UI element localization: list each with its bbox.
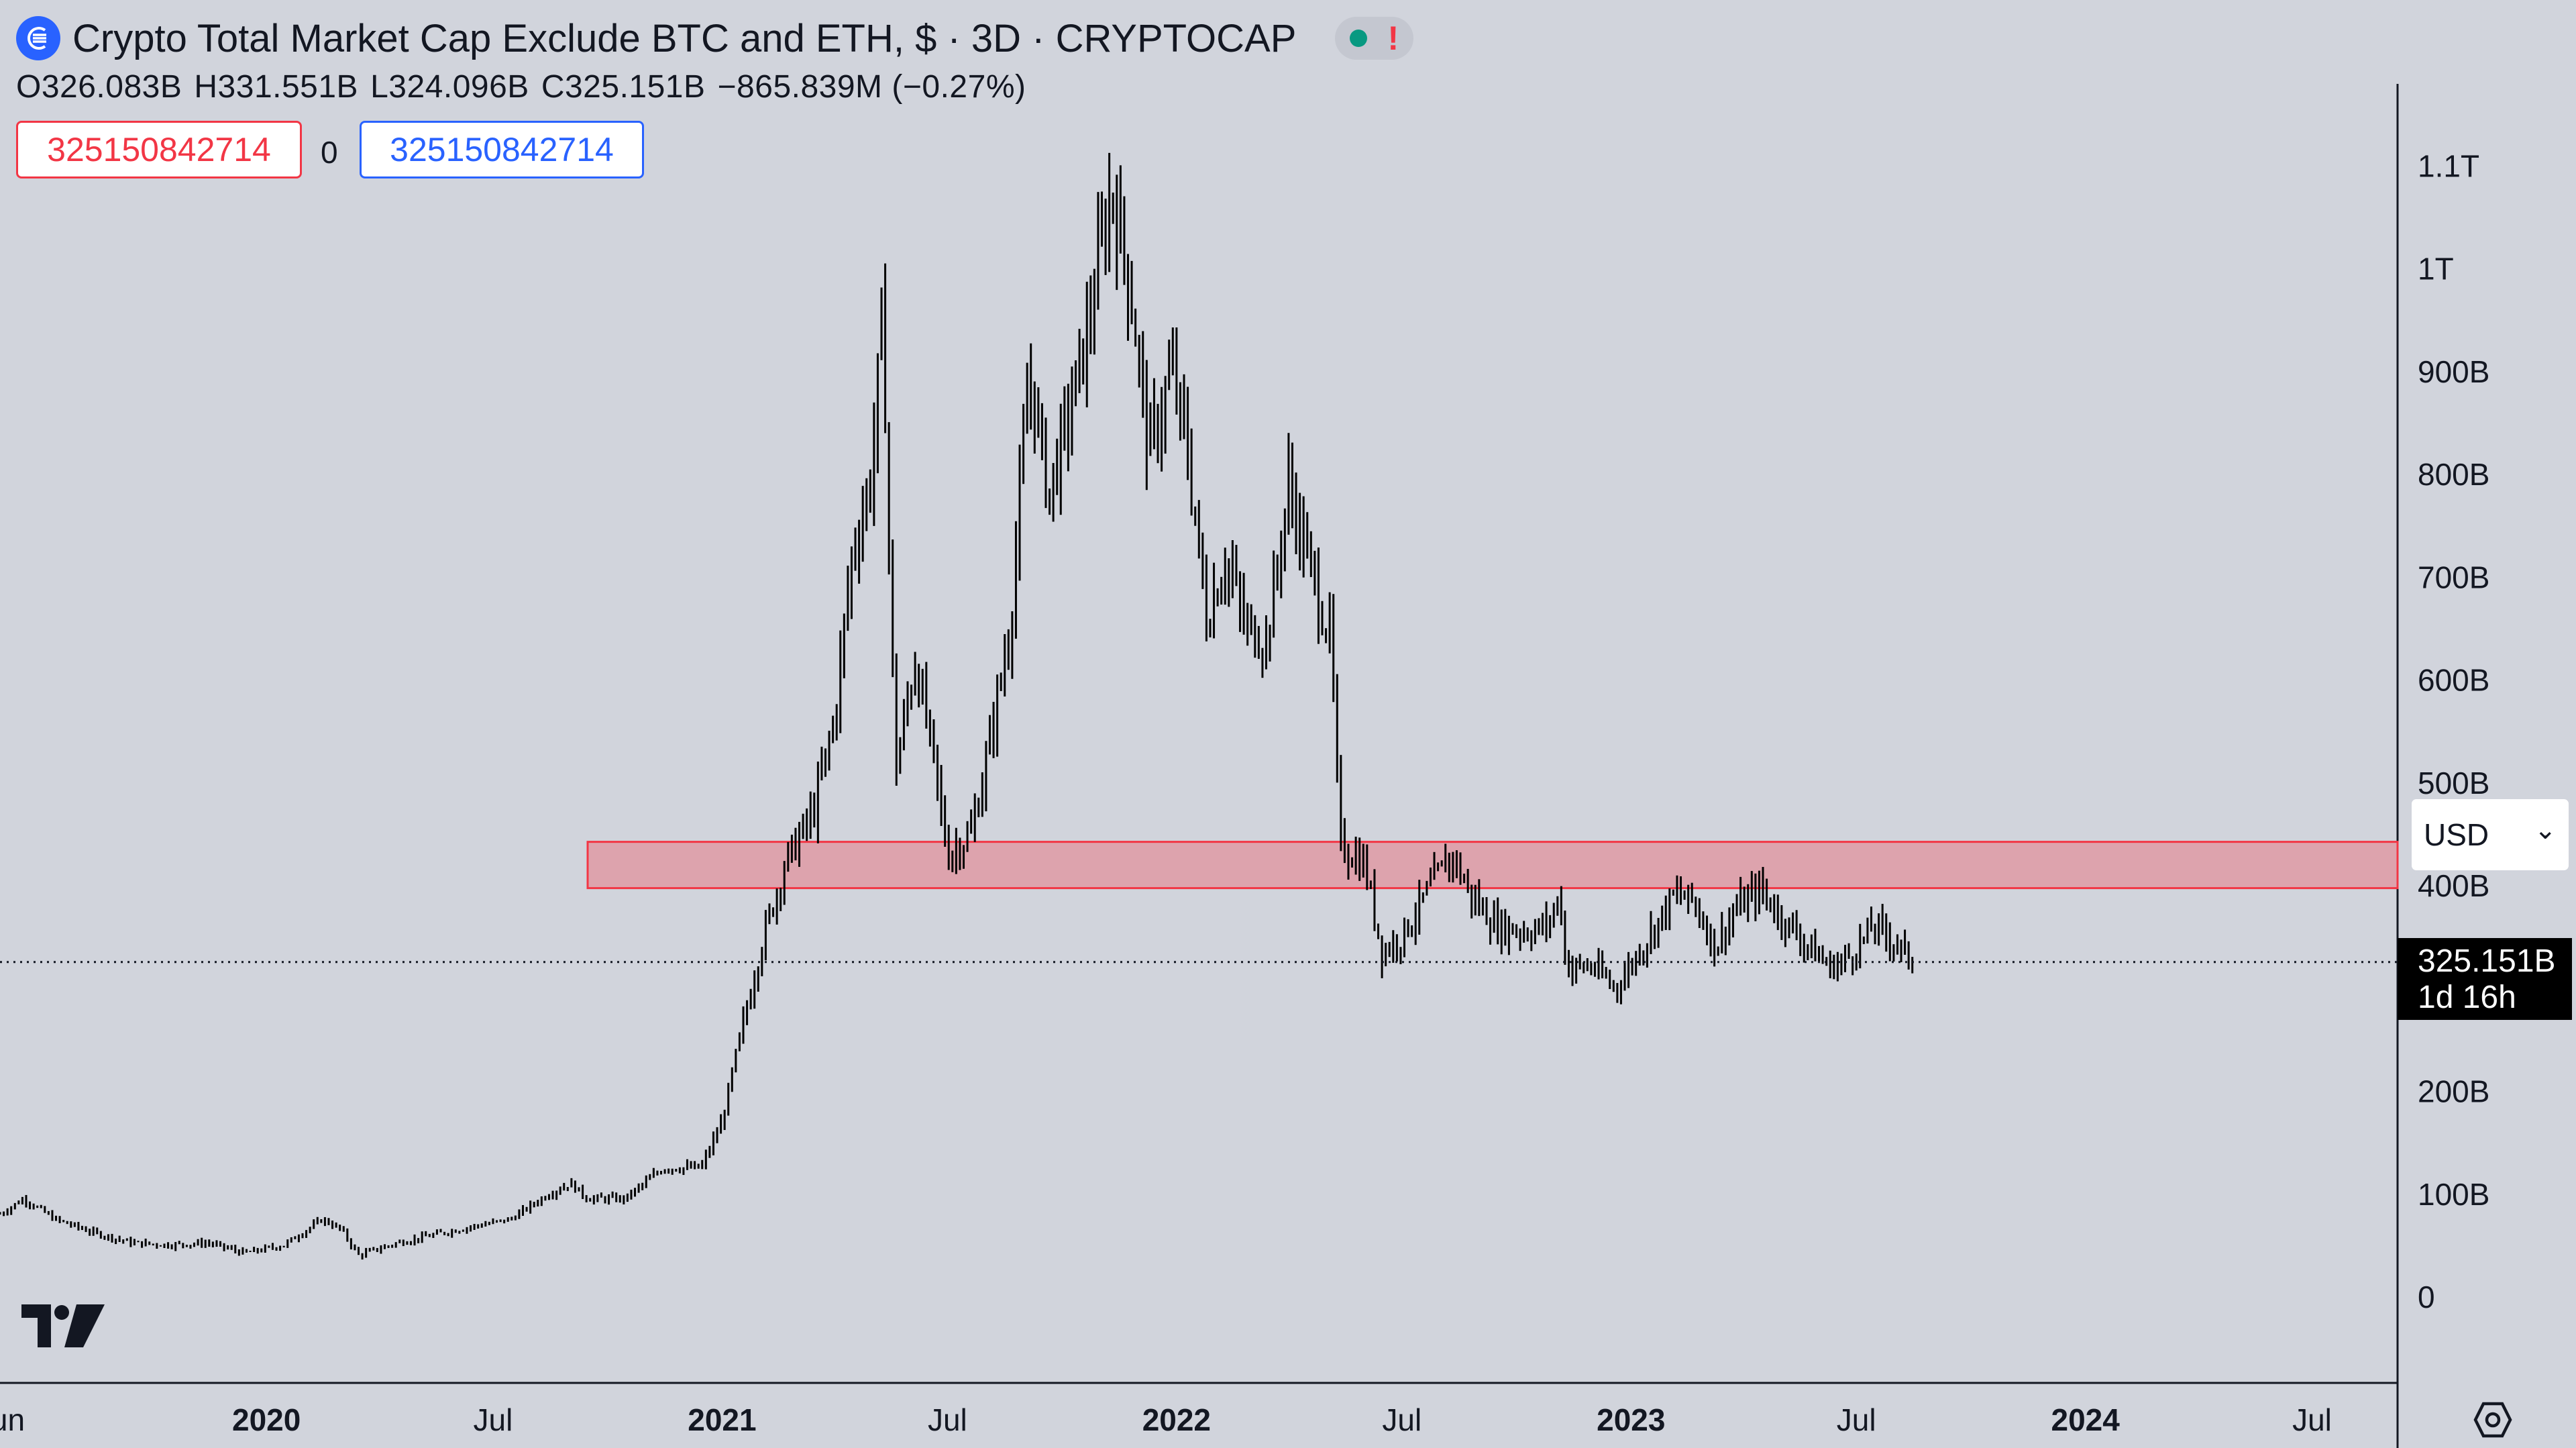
- time-axis-label: Jul: [928, 1402, 967, 1437]
- last-price-value: 325.151B: [2418, 943, 2556, 979]
- open-value: O326.083B: [16, 69, 182, 105]
- change-value: −865.839M (−0.27%): [717, 69, 1026, 105]
- price-axis-label: 100B: [2418, 1177, 2489, 1212]
- price-axis-label: 500B: [2418, 766, 2489, 800]
- symbol-title[interactable]: Crypto Total Market Cap Exclude BTC and …: [72, 16, 1297, 60]
- data-warning-icon[interactable]: !: [1387, 19, 1399, 57]
- time-axis-label: 2023: [1597, 1402, 1665, 1437]
- chart-header: Crypto Total Market Cap Exclude BTC and …: [16, 12, 1414, 64]
- price-axis-label: 600B: [2418, 663, 2489, 698]
- price-axis-label: 800B: [2418, 457, 2489, 492]
- currency-value: USD: [2424, 817, 2489, 852]
- bar-countdown: 1d 16h: [2418, 980, 2516, 1015]
- time-axis-label: Jul: [1837, 1402, 1876, 1437]
- time-axis-label: 2021: [688, 1402, 756, 1437]
- indicator-value-middle: 0: [321, 135, 338, 170]
- currency-select[interactable]: USD ⌄: [2410, 797, 2571, 872]
- time-axis-label: 2022: [1142, 1402, 1211, 1437]
- indicator-value-blue[interactable]: 325150842714: [360, 121, 644, 178]
- price-axis-label: 400B: [2418, 868, 2489, 903]
- chevron-down-icon: ⌄: [2534, 815, 2557, 845]
- price-axis-label: 900B: [2418, 354, 2489, 389]
- price-axis-label: 1.1T: [2418, 148, 2479, 183]
- time-axis-label: Jun: [0, 1402, 25, 1437]
- market-open-dot-icon: [1350, 30, 1368, 47]
- resistance-zone: [586, 841, 2399, 890]
- time-axis-label: 2024: [2051, 1402, 2121, 1437]
- price-axis-label: 0: [2418, 1280, 2435, 1314]
- time-axis-label: 2020: [232, 1402, 301, 1437]
- close-value: C325.151B: [541, 69, 706, 105]
- tradingview-logo-icon[interactable]: [21, 1304, 105, 1347]
- settings-icon[interactable]: [2473, 1400, 2513, 1440]
- market-status-badge[interactable]: !: [1335, 17, 1414, 60]
- time-axis-label: Jul: [474, 1402, 513, 1437]
- time-axis-label: Jul: [2292, 1402, 2332, 1437]
- price-axis-label: 700B: [2418, 560, 2489, 594]
- time-axis-label: Jul: [1382, 1402, 1421, 1437]
- price-axis-label: 200B: [2418, 1074, 2489, 1109]
- low-value: L324.096B: [370, 69, 529, 105]
- cryptocap-logo-icon: [16, 16, 60, 60]
- high-value: H331.551B: [194, 69, 359, 105]
- indicator-value-red[interactable]: 325150842714: [16, 121, 302, 178]
- ohlc-legend: O326.083B H331.551B L324.096B C325.151B −865…: [16, 68, 1038, 105]
- last-price-tag: 325.151B 1d 16h: [2398, 938, 2572, 1020]
- price-axis-label: 1T: [2418, 252, 2454, 287]
